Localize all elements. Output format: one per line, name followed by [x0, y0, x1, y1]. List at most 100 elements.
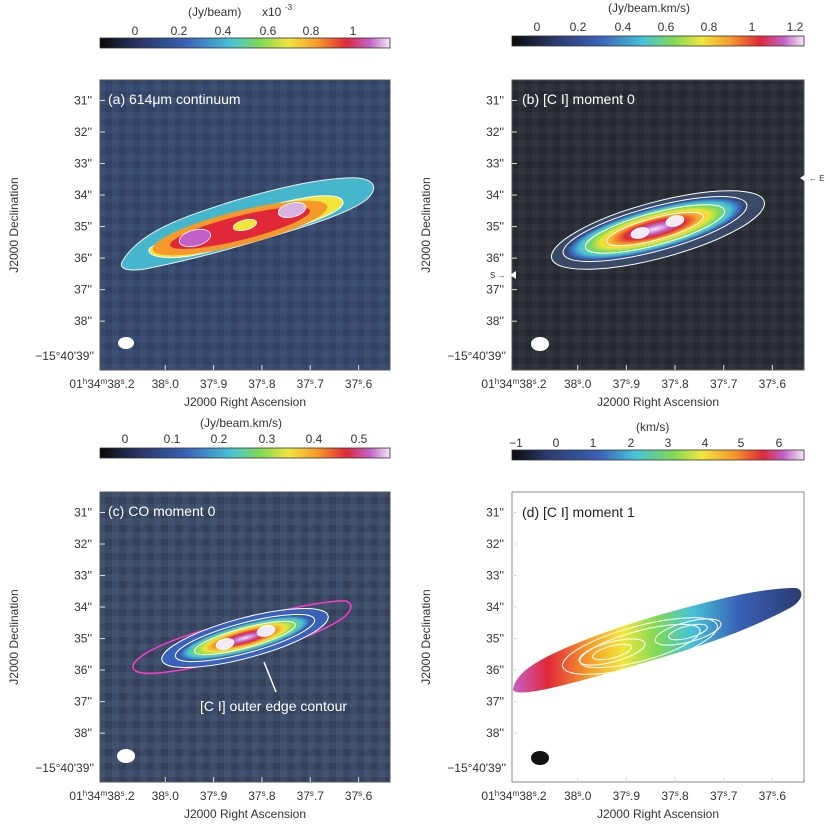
dec-tick-label: 37''	[74, 695, 92, 709]
dec-base-label: −15°40'39''	[447, 349, 506, 363]
colorbar-a: (Jy/beam) x10 -3 0 0.2 0.4 0.6 0.8 1	[99, 3, 391, 49]
cb-d-tick: 0	[553, 436, 560, 450]
ra-tick-label: 37s.8	[661, 377, 689, 392]
ra-tick-label: 37s.7	[710, 377, 738, 392]
dec-tick-label: 37''	[486, 695, 504, 709]
ra-first-label: 01h34m38s.2	[481, 377, 547, 392]
axes-panel-c: 31'' 32'' 33'' 34'' 35'' 36'' 37'' 38'' −15°40'3…	[7, 505, 373, 821]
panel-a-peak	[277, 202, 307, 218]
ra-tick-label: 37s.6	[759, 377, 787, 392]
cb-b-tick: 0.2	[570, 20, 587, 34]
ra-first-label: 01h34m38s.2	[69, 789, 135, 804]
colorbar-d: (km/s) −1 0 1 2 3 4 5 6	[509, 420, 805, 461]
dec-tick-label: 35''	[486, 632, 504, 646]
ra-tick-label: 37s.6	[345, 377, 373, 392]
cb-b-tick: 0	[534, 20, 541, 34]
cb-d-tick: 3	[665, 436, 672, 450]
panel-a-peak	[232, 218, 258, 232]
ra-tick-label: 37s.7	[297, 789, 325, 804]
panel-a-peak	[178, 228, 212, 248]
panel-d: (d) [C I] moment 1	[511, 491, 805, 783]
dec-tick-label: 33''	[74, 157, 92, 171]
ra-tick-label: 37s.8	[248, 789, 276, 804]
ra-tick-label: 38s.0	[152, 377, 180, 392]
dec-tick-label: 35''	[74, 632, 92, 646]
cb-d-tick: 4	[702, 436, 709, 450]
dec-tick-label: 34''	[486, 600, 504, 614]
axes-layer: 31'' 32'' 33'' 34'' 35'' 36'' 37'' 38'' −15°40'3…	[7, 93, 786, 821]
beam-ellipse	[118, 337, 134, 349]
cb-b-tick: 0.4	[615, 20, 632, 34]
beam-ellipse	[531, 751, 549, 765]
colorbar-c-scale-bar	[99, 447, 391, 459]
dec-tick-label: 33''	[74, 569, 92, 583]
cb-b-tick: 0.8	[701, 20, 718, 34]
dec-base-label: −15°40'39''	[35, 761, 94, 775]
dec-tick-label: 37''	[74, 283, 92, 297]
dec-tick-label: 34''	[486, 188, 504, 202]
dec-tick-label: 31''	[486, 93, 504, 107]
s-marker-label: S →	[490, 271, 506, 280]
ra-tick-label: 37s.8	[248, 377, 276, 392]
dec-tick-label: 33''	[486, 569, 504, 583]
beam-ellipse	[531, 337, 549, 351]
colorbar-a-exp: -3	[285, 3, 293, 12]
axes-panel-b: 31'' 32'' 33'' 34'' 35'' 36'' 37'' 38'' −15°40'3…	[419, 93, 786, 409]
ra-tick-label: 37s.6	[759, 789, 787, 804]
dec-tick-label: 38''	[74, 314, 92, 328]
panel-c-contour	[194, 620, 296, 656]
panel-d-contour	[654, 618, 722, 646]
cb-d-tick: 1	[590, 436, 597, 450]
colorbar-b-unit: (Jy/beam.km/s)	[608, 1, 690, 15]
dec-base-label: −15°40'39''	[35, 349, 94, 363]
dec-tick-label: 31''	[486, 505, 504, 519]
ra-tick-label: 37s.9	[200, 377, 228, 392]
panel-a: (a) 614μm continuum	[99, 79, 391, 371]
dec-tick-label: 31''	[74, 505, 92, 519]
colorbar-a-unit: (Jy/beam)	[188, 5, 241, 19]
axes-panel-a: 31'' 32'' 33'' 34'' 35'' 36'' 37'' 38'' −15°40'3…	[7, 93, 373, 409]
cb-d-tick: 2	[628, 436, 635, 450]
panel-d-contour	[668, 623, 708, 641]
ra-first-label: 01h34m38s.2	[481, 789, 547, 804]
dec-tick-label: 36''	[486, 251, 504, 265]
ylabel: J2000 Declination	[419, 177, 433, 272]
ra-tick-label: 37s.9	[200, 789, 228, 804]
xlabel: J2000 Right Ascension	[184, 807, 306, 821]
panel-c-contour	[174, 613, 316, 663]
cb-a-tick: 1	[350, 24, 357, 38]
dec-tick-label: 36''	[486, 663, 504, 677]
e-marker-icon	[800, 174, 806, 182]
dec-tick-label: 31''	[74, 93, 92, 107]
dec-tick-label: 35''	[486, 220, 504, 234]
panel-c-peak	[256, 625, 276, 637]
panel-d-frame	[511, 491, 805, 783]
colorbar-c: (Jy/beam.km/s) 0 0.1 0.2 0.3 0.4 0.5	[99, 416, 391, 459]
dec-tick-label: 38''	[74, 726, 92, 740]
dec-tick-label: 32''	[486, 125, 504, 139]
panel-d-title: (d) [C I] moment 1	[522, 504, 635, 520]
dec-tick-label: 32''	[74, 537, 92, 551]
ylabel: J2000 Declination	[7, 589, 21, 684]
panel-b-frame	[511, 79, 805, 371]
panel-c-frame	[99, 491, 391, 783]
dec-tick-label: 36''	[74, 663, 92, 677]
panel-c: [C I] outer edge contour (c) CO moment 0	[99, 491, 391, 783]
cb-a-tick: 0.2	[171, 24, 188, 38]
dec-tick-label: 32''	[486, 537, 504, 551]
xlabel: J2000 Right Ascension	[597, 807, 719, 821]
dec-tick-label: 34''	[74, 600, 92, 614]
panel-b-contour	[562, 196, 748, 262]
s-marker-icon	[510, 271, 516, 279]
annotation-pointer	[263, 661, 277, 693]
cb-d-tick: 6	[776, 436, 783, 450]
panel-b-contour	[584, 204, 726, 254]
panel-b-title: (b) [C I] moment 0	[522, 91, 635, 107]
colorbar-d-unit: (km/s)	[636, 420, 669, 434]
cb-a-tick: 0.8	[303, 24, 320, 38]
panel-c-title: (c) CO moment 0	[108, 503, 216, 519]
dec-tick-label: 38''	[486, 314, 504, 328]
ra-tick-label: 37s.9	[613, 789, 641, 804]
panel-c-annotation: [C I] outer edge contour	[200, 698, 347, 714]
beam-ellipse	[117, 749, 135, 763]
